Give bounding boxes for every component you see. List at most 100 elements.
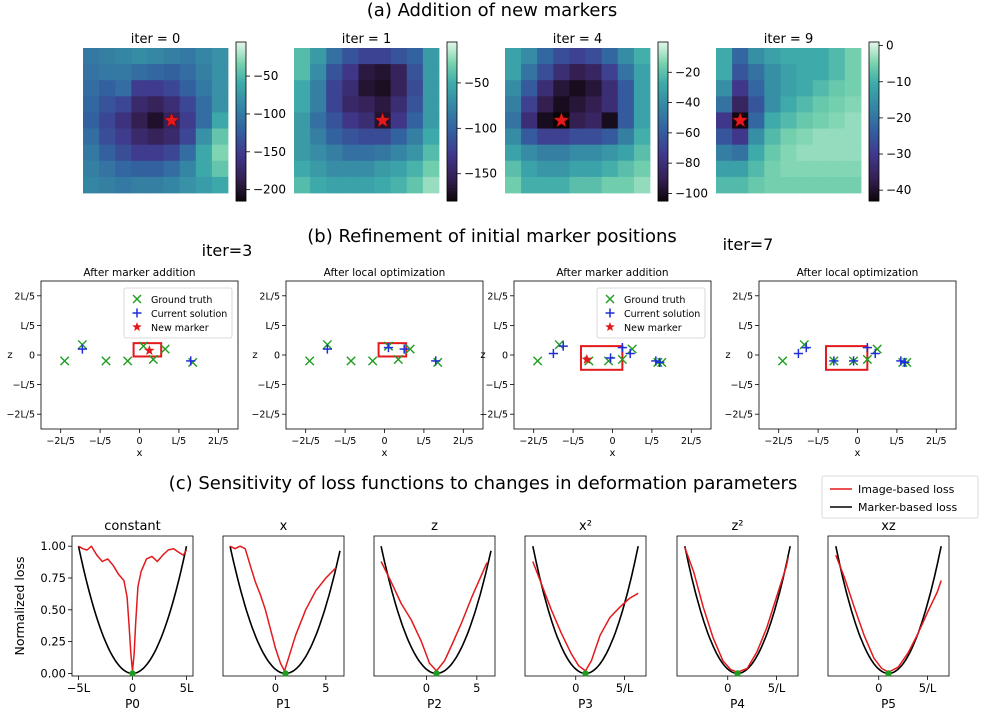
loss-x-axis-label: P1: [276, 697, 291, 711]
colorbar-segment: [658, 87, 668, 91]
colorbar-segment: [658, 105, 668, 109]
heatmap-cell: [131, 176, 148, 194]
loss-panel-title: z: [431, 519, 438, 534]
heatmap-cell: [422, 96, 440, 113]
colorbar-segment: [658, 153, 668, 157]
ground-truth-marker: [393, 354, 403, 365]
new-marker-star: [163, 111, 180, 128]
heatmap-cell: [748, 48, 765, 65]
heatmap-cell: [585, 48, 603, 65]
heatmap-cell: [537, 144, 554, 162]
heatmap-cell: [716, 144, 733, 162]
heatmap-cell: [617, 160, 635, 178]
colorbar-segment: [447, 163, 457, 168]
colorbar-segment: [869, 132, 879, 136]
colorbar-segment: [236, 137, 246, 141]
heatmap-cell: [211, 80, 229, 97]
marker-based-loss-curve: [684, 546, 791, 675]
section-b-iter-left: iter=3: [202, 241, 253, 260]
y-tick-label: 1.00: [40, 539, 66, 553]
heatmap-cell: [406, 48, 424, 65]
colorbar-segment: [869, 179, 879, 183]
x-axis-label: x: [382, 448, 388, 459]
heatmap-cell: [179, 160, 197, 178]
colorbar-segment: [447, 124, 457, 128]
colorbar-segment: [236, 118, 246, 122]
colorbar-tick-label: −30: [886, 147, 911, 161]
colorbar-segment: [447, 47, 457, 51]
x-tick-label: 5/L: [616, 681, 634, 695]
heatmap-cell: [521, 80, 538, 97]
colorbar-segment: [236, 185, 246, 189]
heatmap-cell: [553, 128, 570, 146]
colorbar-segment: [447, 97, 457, 101]
colorbar-segment: [869, 42, 879, 46]
image-based-loss-curve: [380, 561, 488, 672]
new-marker-star: [553, 111, 570, 128]
heatmap-cell: [83, 80, 100, 97]
heatmap-cell: [99, 48, 116, 65]
loss-legend-frame: [821, 475, 979, 519]
legend-ground-truth: Ground truth: [624, 295, 685, 306]
colorbar-segment: [869, 102, 879, 107]
loss-frame: [373, 535, 496, 677]
heatmap-cell: [147, 176, 164, 194]
colorbar-segment: [447, 73, 457, 77]
loss-frame: [71, 535, 194, 677]
heatmap-cell: [812, 96, 830, 113]
colorbar-segment: [236, 81, 246, 85]
y-tick-label: 2L/5: [14, 291, 35, 302]
heatmap-cell: [748, 112, 765, 129]
heatmap-cell: [131, 64, 148, 81]
heatmap-cell: [585, 96, 603, 113]
colorbar-segment: [236, 145, 246, 149]
colorbar-segment: [869, 148, 879, 152]
heatmap-cell: [422, 48, 440, 65]
heatmap-cell: [716, 112, 733, 129]
heatmap-cell: [294, 160, 311, 178]
heatmap-cell: [406, 96, 424, 113]
colorbar-segment: [447, 190, 457, 194]
x-tick-label: 5: [322, 681, 329, 695]
heatmap-cell: [294, 144, 311, 162]
heatmap-cell: [569, 160, 586, 178]
heatmap-cell: [83, 64, 100, 81]
colorbar-segment: [658, 110, 668, 115]
legend-star: [132, 322, 142, 331]
heatmap-cell: [179, 64, 197, 81]
colorbar-segment: [869, 153, 879, 157]
heatmap-cell: [342, 80, 359, 97]
heatmap-cell: [163, 160, 181, 178]
colorbar-segment: [236, 169, 246, 173]
heatmap-cell: [764, 176, 781, 194]
colorbar-segment: [236, 42, 246, 46]
heatmap-cell: [732, 144, 749, 162]
x-tick-label: 0: [129, 681, 136, 695]
heatmap-title: iter = 0: [131, 32, 180, 47]
colorbar-segment: [869, 60, 879, 64]
heatmap-cell: [99, 112, 116, 129]
colorbar-segment: [869, 161, 879, 165]
colorbar-segment: [447, 134, 457, 138]
heatmap-cell: [828, 96, 846, 113]
x-axis-label: x: [855, 448, 861, 459]
colorbar-segment: [658, 177, 668, 181]
colorbar-segment: [869, 100, 879, 104]
heatmap-cell: [780, 176, 797, 194]
colorbar-segment: [236, 150, 246, 154]
heatmap-cell: [342, 112, 359, 129]
colorbar-segment: [658, 76, 668, 80]
heatmap-cell: [748, 176, 765, 194]
colorbar-segment: [236, 105, 246, 109]
y-tick-label: 2L/5: [487, 291, 508, 302]
colorbar-segment: [658, 126, 668, 130]
heatmap-cell: [83, 112, 100, 129]
heatmap-cell: [358, 64, 375, 81]
colorbar-segment: [658, 137, 668, 141]
heatmap-cell: [505, 176, 522, 194]
y-tick-label: L/5: [493, 321, 508, 332]
heatmap-cell: [748, 64, 765, 81]
colorbar-segment: [658, 47, 668, 51]
heatmap-cell: [342, 128, 359, 146]
colorbar-segment: [658, 65, 668, 69]
